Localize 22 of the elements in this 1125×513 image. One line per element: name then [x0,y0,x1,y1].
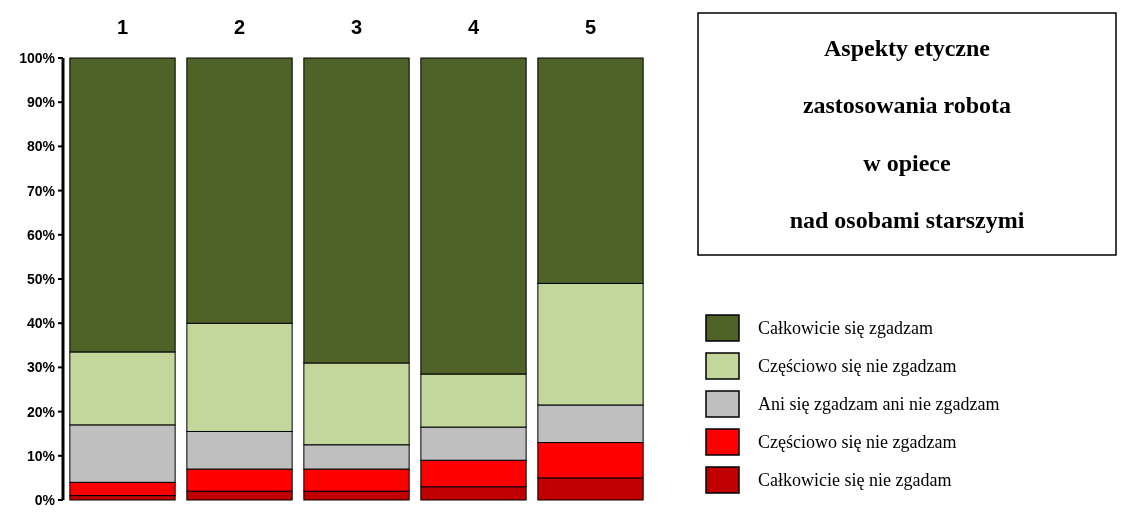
y-tick-label: 100% [19,49,56,66]
y-tick-label: 20% [26,403,56,420]
y-tick-label: 40% [26,315,56,332]
legend-label: Całkowicie się nie zgadam [758,470,952,490]
y-tick-label: 60% [26,226,56,243]
y-tick-label: 10% [26,447,56,464]
chart-title: Aspekty etyczne zastosowania robota w opiece nad osobami starszymi [789,34,1025,234]
x-tick-label: 3 [350,16,363,38]
legend-label: Ani się zgadzam ani nie zgadzam [758,394,1000,414]
y-tick-label: 50% [26,270,56,287]
legend-label: Częściowo się nie zgadzam [758,356,957,376]
y-tick-label: 80% [26,138,56,155]
x-tick-label: 2 [233,16,246,38]
y-tick-label: 90% [26,94,56,111]
legend-label: Całkowicie się zgadzam [758,318,933,338]
legend-label: Częściowo się nie zgadzam [758,432,957,452]
y-tick-label: 30% [26,359,56,376]
y-tick-label: 0% [34,491,56,508]
x-tick-label: 5 [584,16,597,38]
y-tick-label: 70% [26,182,56,199]
x-tick-label: 4 [467,16,480,38]
x-tick-label: 1 [116,16,129,38]
